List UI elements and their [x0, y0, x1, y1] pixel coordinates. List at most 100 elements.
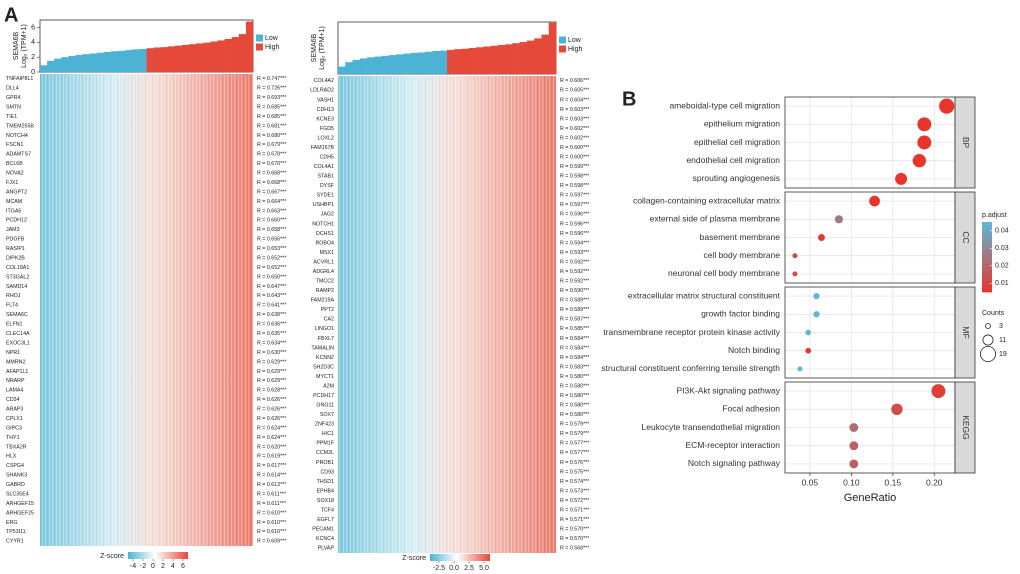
gene-label: MYCT1 — [316, 374, 334, 380]
expression-bar — [505, 44, 513, 74]
expression-bar — [447, 49, 455, 74]
y-axis-label: Log₂ (TPM+1) — [21, 24, 28, 68]
expression-bar — [526, 40, 535, 74]
expression-bar — [160, 47, 169, 72]
correlation-label: R = 0.590*** — [560, 288, 589, 294]
expression-bar — [231, 37, 240, 72]
gene-label: ITGA5 — [6, 208, 21, 214]
gene-label: ADGRL4 — [313, 269, 334, 275]
gene-label: NOTCH1 — [312, 221, 334, 227]
legend-label: High — [568, 46, 583, 53]
dot — [813, 292, 820, 300]
expression-bar — [47, 60, 55, 72]
colorbar-tick-label: 0.01 — [995, 280, 1009, 287]
colorbar-tick-label: 4 — [171, 563, 175, 570]
facet-strip — [954, 96, 976, 189]
correlation-label: R = 0.726*** — [257, 86, 286, 92]
correlation-label: R = 0.593*** — [560, 250, 589, 256]
correlation-label: R = 0.619*** — [257, 454, 286, 460]
correlation-label: R = 0.678*** — [257, 152, 286, 158]
gene-label: LINGO1 — [315, 326, 334, 332]
heatmap-texture — [40, 74, 253, 546]
correlation-label: R = 0.668*** — [257, 180, 286, 186]
legend-label: Low — [568, 37, 582, 44]
expression-bar — [338, 66, 346, 74]
expression-bar — [534, 38, 542, 74]
correlation-label: R = 0.575*** — [560, 469, 589, 475]
y-tick-label: 4 — [31, 39, 35, 46]
gene-label: TIE1 — [6, 114, 17, 120]
term-label: external side of plasma membrane — [650, 214, 781, 224]
dot — [917, 117, 932, 132]
expression-bar — [210, 41, 218, 72]
colorbar-cell — [982, 239, 992, 244]
dot — [797, 366, 803, 372]
size-key-label: 3 — [999, 323, 1003, 330]
correlation-label: R = 0.596*** — [560, 212, 589, 218]
expression-bar — [512, 43, 520, 74]
gene-label: TMEM255B — [6, 123, 34, 129]
term-label: cell body membrane — [703, 250, 780, 260]
colorbar-cell — [982, 246, 992, 251]
dot — [805, 347, 812, 354]
correlation-label: R = 0.620*** — [257, 444, 286, 450]
correlation-label: R = 0.629*** — [257, 369, 286, 375]
colorbar-cell — [982, 281, 992, 286]
gene-label: NPR1 — [6, 350, 20, 356]
correlation-label: R = 0.579*** — [560, 422, 589, 428]
correlation-label: R = 0.652*** — [257, 255, 286, 261]
facet-label: CC — [961, 231, 971, 243]
dot — [939, 98, 955, 114]
correlation-label: R = 0.587*** — [560, 317, 589, 323]
expression-bar — [189, 44, 197, 72]
expression-bar — [54, 58, 62, 72]
y-axis-label: SEMA6B — [311, 33, 318, 62]
gene-label: NOTCH4 — [6, 133, 28, 139]
colorbar-tick-label: -2.5 — [433, 565, 445, 572]
facet-label: BP — [961, 137, 971, 149]
legend-title: p.adjust — [982, 212, 1007, 219]
expression-bar — [132, 49, 140, 72]
gene-label: MMRN2 — [6, 359, 25, 365]
expression-bar — [96, 52, 105, 72]
correlation-label: R = 0.571*** — [560, 507, 589, 513]
dot — [849, 423, 859, 432]
correlation-label: R = 0.629*** — [257, 378, 286, 384]
gene-label: MCAM — [6, 199, 22, 205]
colorbar-cell — [982, 225, 992, 230]
correlation-label: R = 0.611*** — [257, 491, 286, 497]
gene-label: SMTN — [6, 104, 21, 110]
gene-label: EGFL7 — [317, 517, 334, 523]
correlation-label: R = 0.610*** — [257, 529, 286, 535]
colorbar-cell — [982, 236, 992, 240]
gene-label: SYDE1 — [317, 193, 334, 199]
gene-label: SAMD14 — [6, 284, 27, 290]
gene-label: TP53I11 — [6, 529, 26, 535]
expression-bar — [439, 50, 448, 74]
expression-bar — [89, 53, 98, 72]
correlation-label: R = 0.629*** — [257, 359, 286, 365]
correlation-label: R = 0.747*** — [257, 76, 286, 82]
expression-bar — [410, 52, 419, 74]
size-key — [985, 323, 991, 329]
correlation-label: R = 0.584*** — [560, 336, 589, 342]
gene-label: FAM219A — [311, 298, 335, 304]
correlation-label: R = 0.658*** — [257, 227, 286, 233]
expression-bar — [40, 65, 48, 72]
legend-swatch — [256, 34, 263, 42]
size-key-label: 19 — [999, 351, 1007, 358]
correlation-label: R = 0.626*** — [257, 397, 286, 403]
term-label: extracellular matrix structural constitu… — [628, 290, 781, 300]
size-key-label: 11 — [999, 337, 1006, 344]
expression-bar — [374, 56, 382, 74]
legend-label: High — [265, 44, 280, 51]
expression-bar — [118, 50, 126, 72]
expression-bar — [174, 45, 183, 72]
colorbar-cell — [982, 260, 992, 265]
expression-bar — [432, 50, 441, 74]
gene-label: CCM2L — [316, 450, 334, 456]
gene-label: COL18A1 — [6, 265, 29, 271]
correlation-label: R = 0.576*** — [560, 460, 589, 466]
correlation-label: R = 0.592*** — [560, 259, 589, 265]
gene-label: PLVAP — [318, 546, 335, 552]
